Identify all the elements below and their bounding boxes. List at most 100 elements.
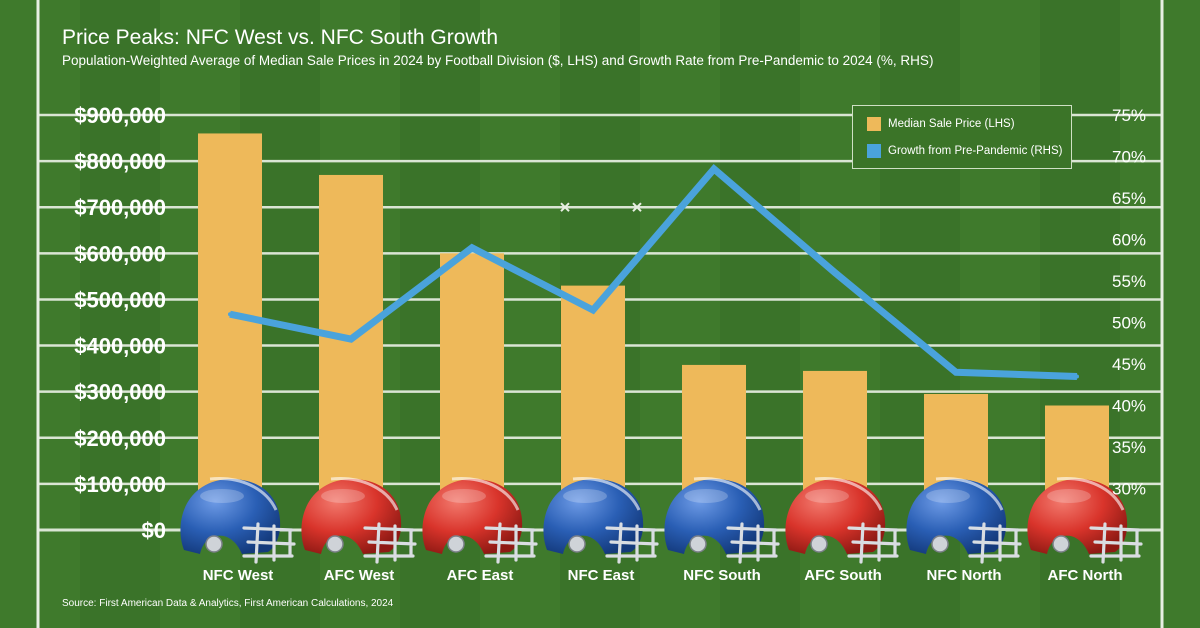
left-tick-label: $200,000	[74, 426, 166, 451]
category-label: AFC North	[1048, 567, 1123, 584]
helmet-ear	[689, 535, 707, 553]
legend-item-price: Median Sale Price (LHS)	[867, 117, 1015, 131]
helmet-shell	[543, 478, 644, 554]
helmet-ear	[447, 535, 465, 553]
helmet-facemask	[847, 522, 901, 564]
right-tick-label: 35%	[1112, 438, 1146, 457]
helmet-ear	[326, 535, 344, 553]
left-tick-label: $800,000	[74, 149, 166, 174]
right-tick-label: 45%	[1112, 355, 1146, 374]
left-axis: $0 $100,000 $200,000 $300,000 $400,000 $500,0…	[74, 103, 166, 543]
helmet-shine	[321, 489, 365, 503]
line-point	[228, 312, 232, 317]
helmet-shine	[805, 489, 849, 503]
legend-label-growth: Growth from Pre-Pandemic (RHS)	[888, 145, 1063, 157]
right-tick-label: 65%	[1112, 189, 1146, 208]
helmet-shine	[200, 489, 244, 503]
category-label: AFC East	[447, 567, 514, 584]
line-point	[712, 166, 716, 171]
line-series	[228, 164, 1079, 380]
helmet-shine	[563, 489, 607, 503]
helmet-shell	[1027, 478, 1128, 554]
left-tick-label: $0	[142, 518, 166, 543]
line-point	[470, 245, 474, 250]
helmet-ear	[810, 535, 828, 553]
nfc-helmet-icon	[180, 477, 296, 564]
category-label: AFC West	[324, 567, 395, 584]
helmet-ear	[568, 535, 586, 553]
nfc-helmet-icon	[906, 477, 1022, 564]
helmet-ear	[1052, 535, 1070, 553]
helmet-ear	[205, 535, 223, 553]
helmet-shell	[785, 478, 886, 554]
line-point	[349, 337, 353, 342]
helmet-stripe	[451, 477, 520, 511]
line-point	[591, 308, 595, 313]
helmet-stripe	[693, 477, 762, 511]
helmet-stripe	[330, 477, 399, 511]
category-label: NFC East	[568, 567, 635, 584]
left-tick-label: $900,000	[74, 103, 166, 128]
hash-mark	[560, 202, 570, 212]
category-label: NFC North	[927, 567, 1002, 584]
helmet-shine	[1047, 489, 1091, 503]
category-label: AFC South	[804, 567, 881, 584]
nfc-helmet-icon	[543, 477, 659, 564]
chart-subtitle: Population-Weighted Average of Median Sa…	[62, 53, 934, 68]
right-tick-label: 75%	[1112, 106, 1146, 125]
chart-title: Price Peaks: NFC West vs. NFC South Grow…	[62, 26, 499, 49]
helmet-facemask	[726, 522, 780, 564]
left-tick-label: $100,000	[74, 472, 166, 497]
helmet-facemask	[484, 522, 538, 564]
x-axis: NFC West AFC West AFC East NFC East NFC Sout…	[203, 567, 1123, 584]
helmet-shell	[422, 478, 523, 554]
right-tick-label: 40%	[1112, 397, 1146, 416]
helmet-shine	[684, 489, 728, 503]
bar	[319, 174, 383, 530]
helmet-facemask	[242, 522, 296, 564]
right-tick-label: 70%	[1112, 148, 1146, 167]
hash-mark	[632, 202, 642, 212]
helmet-shell	[664, 478, 765, 554]
right-tick-label: 55%	[1112, 272, 1146, 291]
helmet-facemask	[605, 522, 659, 564]
category-label: NFC South	[683, 567, 760, 584]
line-point	[954, 370, 958, 375]
helmet-shell	[180, 478, 281, 554]
afc-helmet-icon	[422, 477, 538, 564]
field-lines	[36, 0, 1164, 628]
helmet-shine	[926, 489, 970, 503]
category-label: NFC West	[203, 567, 274, 584]
left-tick-label: $300,000	[74, 380, 166, 405]
helmet-stripe	[209, 477, 278, 511]
growth-line	[229, 164, 1078, 380]
helmet-shell	[301, 478, 402, 554]
left-tick-label: $400,000	[74, 334, 166, 359]
helmet-stripe	[814, 477, 883, 511]
afc-helmet-icon	[1027, 477, 1143, 564]
afc-helmet-icon	[301, 477, 417, 564]
nfc-helmet-icon	[664, 477, 780, 564]
legend-item-growth: Growth from Pre-Pandemic (RHS)	[867, 144, 1062, 158]
left-tick-label: $600,000	[74, 241, 166, 266]
helmets	[180, 477, 1143, 564]
helmet-shell	[906, 478, 1007, 554]
helmet-facemask	[968, 522, 1022, 564]
right-tick-label: 60%	[1112, 231, 1146, 250]
right-tick-label: 50%	[1112, 314, 1146, 333]
afc-helmet-icon	[785, 477, 901, 564]
left-tick-label: $500,000	[74, 287, 166, 312]
line-point	[833, 270, 837, 275]
legend: Median Sale Price (LHS) Growth from Pre-…	[852, 105, 1072, 169]
line-point	[1075, 374, 1079, 379]
helmet-ear	[931, 535, 949, 553]
right-axis: 30% 35% 40% 45% 50% 55% 60% 65% 70% 75%	[1112, 106, 1146, 499]
source-note: Source: First American Data & Analytics,…	[62, 598, 394, 609]
bar	[198, 133, 262, 530]
legend-swatch-growth	[867, 144, 881, 158]
helmet-facemask	[1089, 522, 1143, 564]
left-tick-label: $700,000	[74, 195, 166, 220]
helmet-shine	[442, 489, 486, 503]
helmet-stripe	[1056, 477, 1125, 511]
